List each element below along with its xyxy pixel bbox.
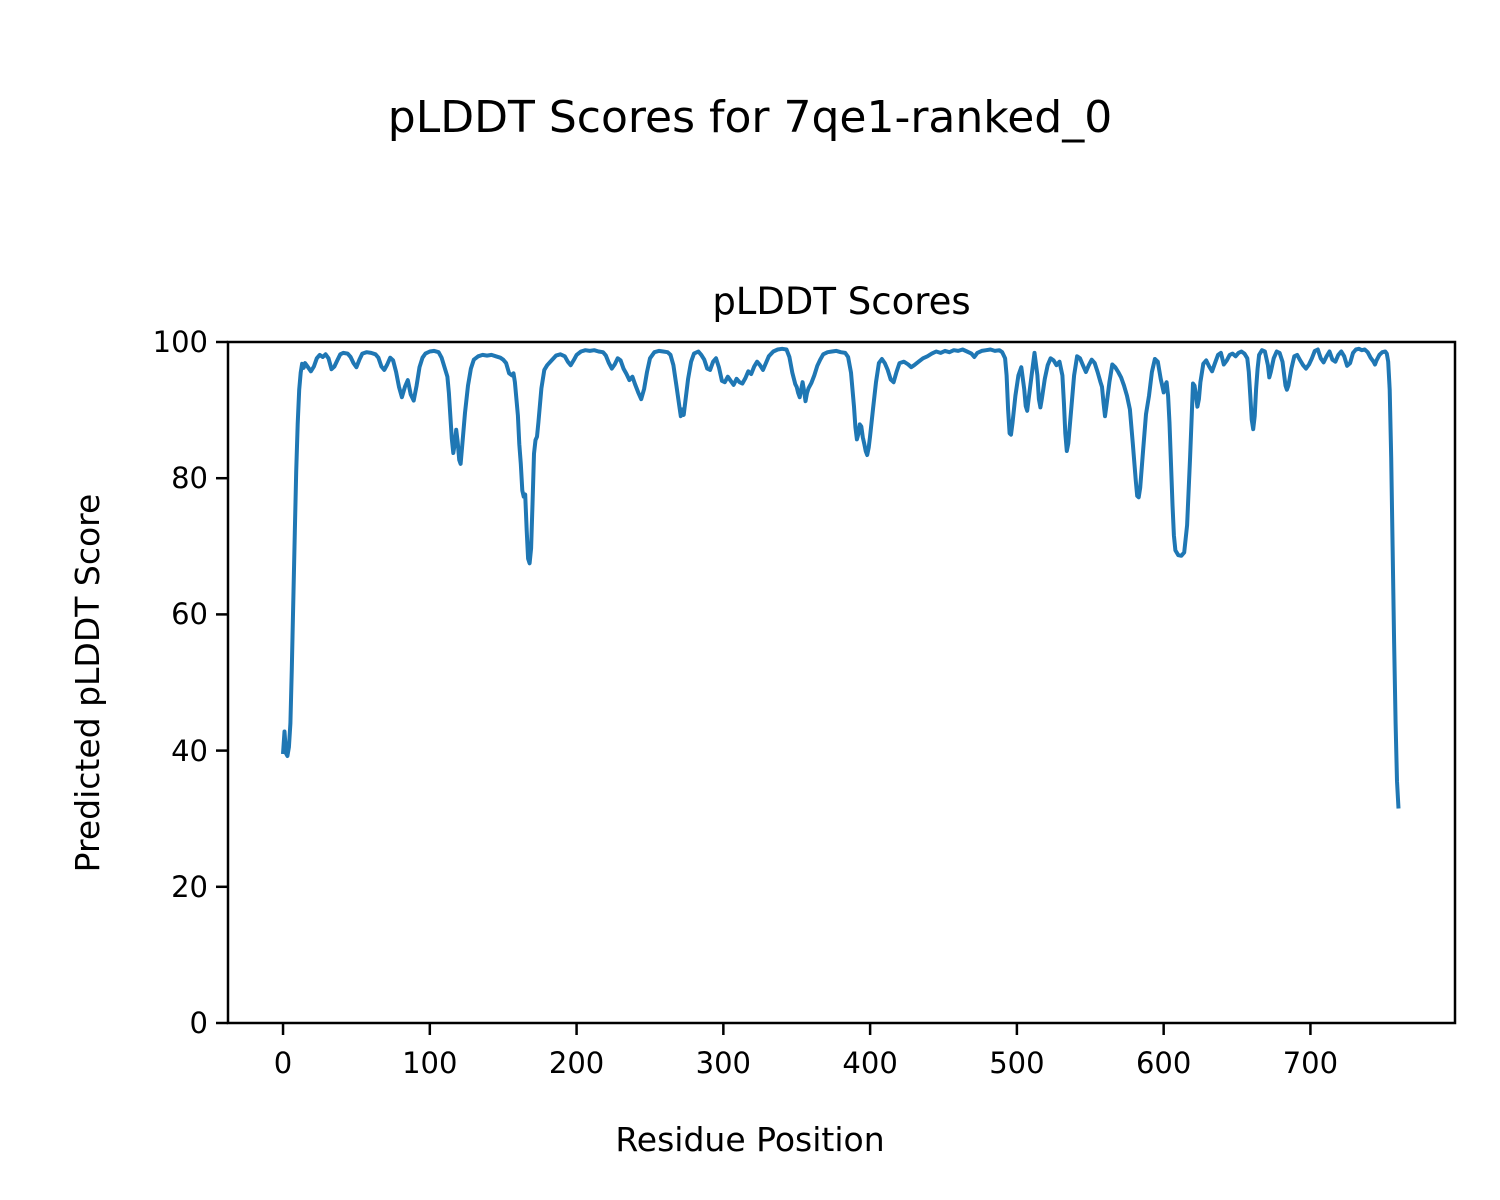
axes-frame xyxy=(226,340,1457,1025)
x-tick-label: 300 xyxy=(695,1046,752,1080)
y-tick-label: 40 xyxy=(171,733,208,768)
x-tick-label: 500 xyxy=(989,1046,1045,1080)
y-tick-label: 0 xyxy=(189,1006,208,1040)
x-axis-label: Residue Position xyxy=(615,1120,885,1159)
y-tick-label: 60 xyxy=(171,597,208,632)
tick-marks xyxy=(216,340,1312,1035)
y-axis-label: Predicted pLDDT Score xyxy=(68,493,107,873)
y-tick-label: 20 xyxy=(171,869,208,904)
x-tick-label: 100 xyxy=(402,1046,458,1080)
x-tick-label: 600 xyxy=(1135,1046,1192,1080)
axes-title: pLDDT Scores xyxy=(712,280,971,323)
x-tick-label: 0 xyxy=(273,1046,293,1080)
figure-title: pLDDT Scores for 7qe1-ranked_0 xyxy=(387,92,1113,143)
x-tick-label: 200 xyxy=(548,1046,605,1080)
y-tick-label: 80 xyxy=(171,461,208,496)
x-tick-label: 400 xyxy=(842,1046,898,1080)
y-tick-label: 100 xyxy=(152,325,208,359)
plddt-line-series xyxy=(281,346,1401,809)
x-tick-label: 700 xyxy=(1282,1046,1339,1080)
